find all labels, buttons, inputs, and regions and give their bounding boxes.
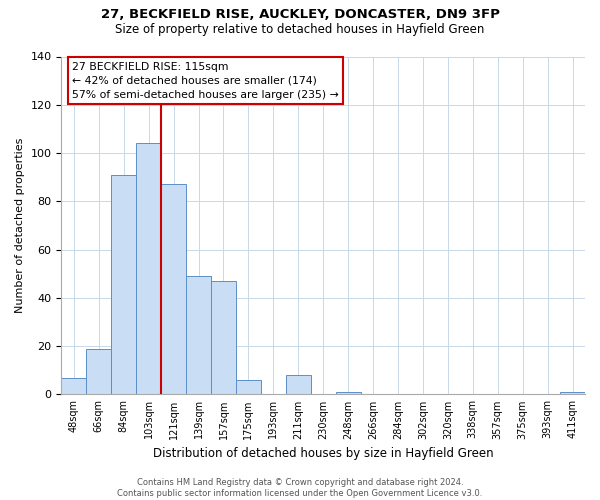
Text: Size of property relative to detached houses in Hayfield Green: Size of property relative to detached ho… xyxy=(115,22,485,36)
Bar xyxy=(111,175,136,394)
Bar xyxy=(61,378,86,394)
Bar xyxy=(136,144,161,394)
Text: 27, BECKFIELD RISE, AUCKLEY, DONCASTER, DN9 3FP: 27, BECKFIELD RISE, AUCKLEY, DONCASTER, … xyxy=(101,8,499,20)
Bar xyxy=(211,281,236,394)
Text: Contains HM Land Registry data © Crown copyright and database right 2024.
Contai: Contains HM Land Registry data © Crown c… xyxy=(118,478,482,498)
Bar xyxy=(560,392,585,394)
Y-axis label: Number of detached properties: Number of detached properties xyxy=(15,138,25,313)
Bar xyxy=(86,348,111,395)
Bar xyxy=(236,380,261,394)
Bar xyxy=(286,375,311,394)
Bar xyxy=(186,276,211,394)
Bar xyxy=(335,392,361,394)
X-axis label: Distribution of detached houses by size in Hayfield Green: Distribution of detached houses by size … xyxy=(153,447,494,460)
Bar xyxy=(161,184,186,394)
Text: 27 BECKFIELD RISE: 115sqm
← 42% of detached houses are smaller (174)
57% of semi: 27 BECKFIELD RISE: 115sqm ← 42% of detac… xyxy=(72,62,338,100)
